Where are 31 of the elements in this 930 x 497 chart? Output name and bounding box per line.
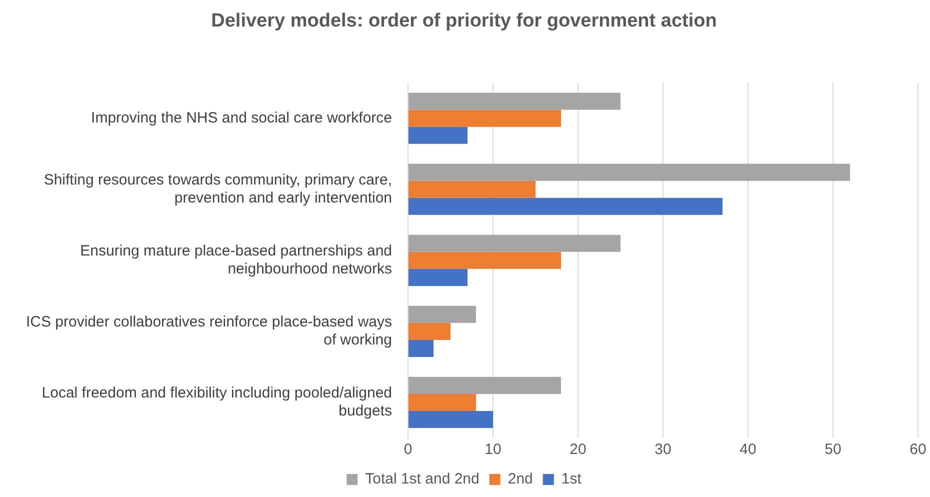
y-tick-label: ICS provider collaboratives reinforce place-based ways of working [26,314,392,349]
x-tick-label: 0 [404,441,412,458]
bar [408,340,434,358]
x-tick-label: 20 [570,441,586,458]
legend-label: 1st [561,470,582,488]
x-tick-label: 50 [824,441,842,458]
y-tick-label: Shifting resources towards community, primary care, prevention and early intervention [44,172,392,206]
bar [408,198,722,215]
x-tick-label: 60 [910,441,926,458]
x-tick-label: 10 [484,441,502,458]
legend-label: 2nd [508,470,533,488]
y-tick-label: Local freedom and flexibility including pooled/aligned budgets [42,384,392,420]
bar [408,394,476,412]
bar [408,376,562,394]
x-tick-label: 30 [654,441,672,458]
bar [408,306,476,323]
bar [408,234,621,252]
bar [408,268,468,286]
y-tick-label: Improving the NHS and social care workforce [91,109,392,126]
bar [408,180,536,198]
bar [408,322,451,340]
bar [408,252,562,269]
chart-title: Delivery models: order of priority for government action [211,10,717,32]
bar [408,126,468,144]
legend-label: Total 1st and 2nd [365,470,480,488]
y-tick-label: Ensuring mature place-based partnerships and neighbourhood networks [80,242,392,278]
bar [408,164,850,181]
bar [408,411,494,428]
x-tick-label: 40 [740,441,756,458]
bar [408,110,562,127]
bar [408,92,621,110]
